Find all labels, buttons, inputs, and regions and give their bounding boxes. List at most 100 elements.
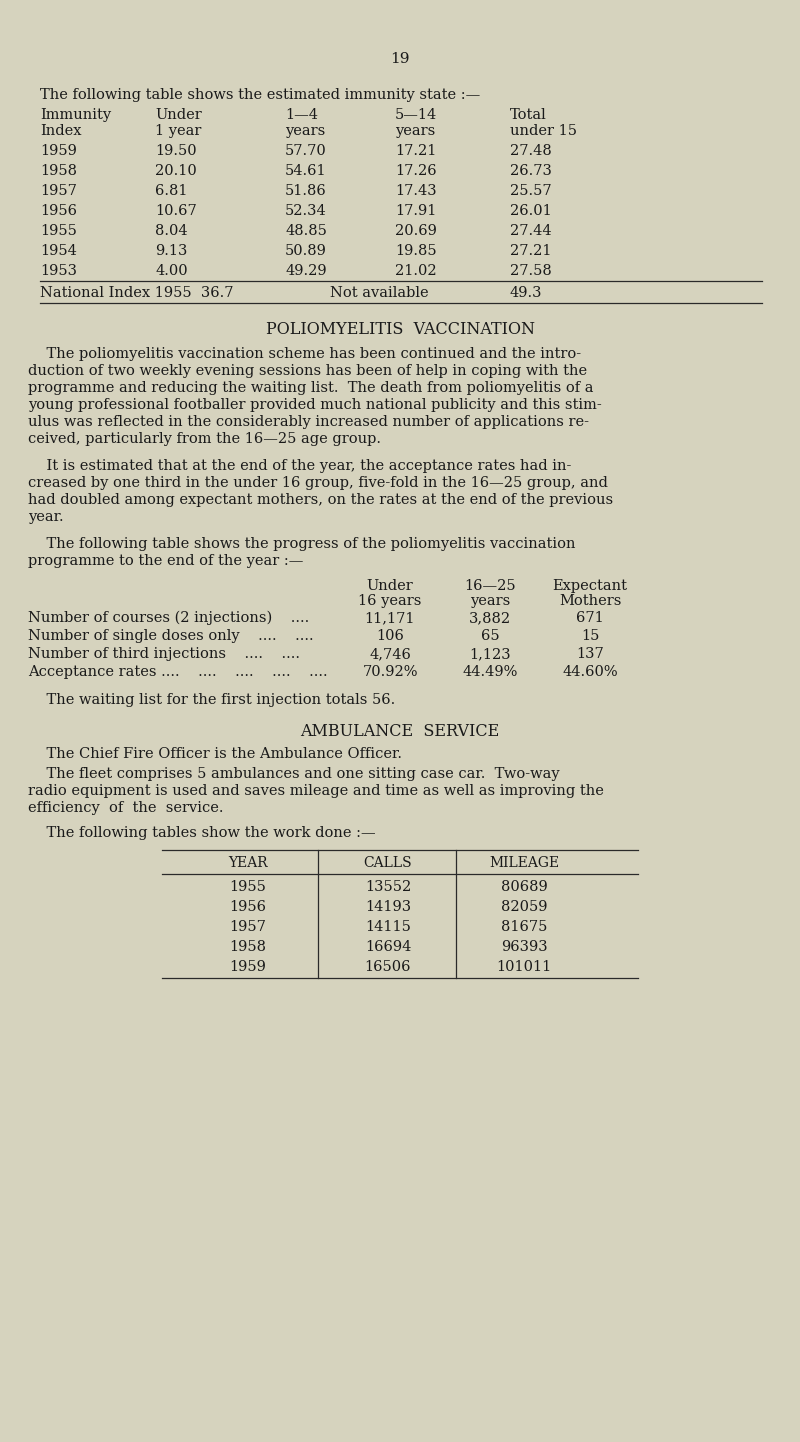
- Text: Not available: Not available: [330, 286, 429, 300]
- Text: efficiency  of  the  service.: efficiency of the service.: [28, 800, 223, 815]
- Text: under 15: under 15: [510, 124, 577, 138]
- Text: The following table shows the estimated immunity state :—: The following table shows the estimated …: [40, 88, 480, 102]
- Text: 57.70: 57.70: [285, 144, 326, 159]
- Text: 6.81: 6.81: [155, 185, 187, 198]
- Text: 1956: 1956: [230, 900, 266, 914]
- Text: 49.29: 49.29: [285, 264, 326, 278]
- Text: 17.91: 17.91: [395, 203, 436, 218]
- Text: young professional footballer provided much national publicity and this stim-: young professional footballer provided m…: [28, 398, 602, 412]
- Text: Acceptance rates ....    ....    ....    ....    ....: Acceptance rates .... .... .... .... ...…: [28, 665, 328, 679]
- Text: 4,746: 4,746: [369, 647, 411, 660]
- Text: 1958: 1958: [40, 164, 77, 177]
- Text: CALLS: CALLS: [364, 857, 412, 870]
- Text: radio equipment is used and saves mileage and time as well as improving the: radio equipment is used and saves mileag…: [28, 784, 604, 797]
- Text: 26.73: 26.73: [510, 164, 552, 177]
- Text: 96393: 96393: [501, 940, 547, 955]
- Text: The poliomyelitis vaccination scheme has been continued and the intro-: The poliomyelitis vaccination scheme has…: [28, 348, 581, 360]
- Text: 27.44: 27.44: [510, 224, 552, 238]
- Text: 80689: 80689: [501, 880, 547, 894]
- Text: programme to the end of the year :—: programme to the end of the year :—: [28, 554, 303, 568]
- Text: 52.34: 52.34: [285, 203, 326, 218]
- Text: AMBULANCE  SERVICE: AMBULANCE SERVICE: [300, 722, 500, 740]
- Text: Expectant: Expectant: [553, 580, 627, 593]
- Text: 54.61: 54.61: [285, 164, 326, 177]
- Text: 44.49%: 44.49%: [462, 665, 518, 679]
- Text: 16506: 16506: [365, 960, 411, 973]
- Text: creased by one third in the under 16 group, five-fold in the 16—25 group, and: creased by one third in the under 16 gro…: [28, 476, 608, 490]
- Text: 14115: 14115: [365, 920, 411, 934]
- Text: 17.43: 17.43: [395, 185, 437, 198]
- Text: YEAR: YEAR: [228, 857, 268, 870]
- Text: 13552: 13552: [365, 880, 411, 894]
- Text: 27.58: 27.58: [510, 264, 552, 278]
- Text: Number of single doses only    ....    ....: Number of single doses only .... ....: [28, 629, 314, 643]
- Text: The fleet comprises 5 ambulances and one sitting case car.  Two-way: The fleet comprises 5 ambulances and one…: [28, 767, 560, 782]
- Text: 16—25: 16—25: [464, 580, 516, 593]
- Text: Immunity: Immunity: [40, 108, 111, 123]
- Text: 8.04: 8.04: [155, 224, 188, 238]
- Text: 17.26: 17.26: [395, 164, 437, 177]
- Text: ceived, particularly from the 16—25 age group.: ceived, particularly from the 16—25 age …: [28, 433, 381, 446]
- Text: 1955: 1955: [40, 224, 77, 238]
- Text: Number of third injections    ....    ....: Number of third injections .... ....: [28, 647, 300, 660]
- Text: 671: 671: [576, 611, 604, 624]
- Text: 15: 15: [581, 629, 599, 643]
- Text: 1958: 1958: [230, 940, 266, 955]
- Text: 19.85: 19.85: [395, 244, 437, 258]
- Text: Total: Total: [510, 108, 546, 123]
- Text: National Index 1955  36.7: National Index 1955 36.7: [40, 286, 234, 300]
- Text: 27.48: 27.48: [510, 144, 552, 159]
- Text: POLIOMYELITIS  VACCINATION: POLIOMYELITIS VACCINATION: [266, 322, 534, 337]
- Text: 27.21: 27.21: [510, 244, 551, 258]
- Text: 5—14: 5—14: [395, 108, 438, 123]
- Text: 1954: 1954: [40, 244, 77, 258]
- Text: 50.89: 50.89: [285, 244, 327, 258]
- Text: 49.3: 49.3: [510, 286, 542, 300]
- Text: 14193: 14193: [365, 900, 411, 914]
- Text: 16 years: 16 years: [358, 594, 422, 609]
- Text: 11,171: 11,171: [365, 611, 415, 624]
- Text: 25.57: 25.57: [510, 185, 552, 198]
- Text: 1959: 1959: [40, 144, 77, 159]
- Text: had doubled among expectant mothers, on the rates at the end of the previous: had doubled among expectant mothers, on …: [28, 493, 613, 508]
- Text: 51.86: 51.86: [285, 185, 326, 198]
- Text: The following table shows the progress of the poliomyelitis vaccination: The following table shows the progress o…: [28, 536, 575, 551]
- Text: 70.92%: 70.92%: [362, 665, 418, 679]
- Text: programme and reducing the waiting list.  The death from poliomyelitis of a: programme and reducing the waiting list.…: [28, 381, 594, 395]
- Text: 81675: 81675: [501, 920, 547, 934]
- Text: 82059: 82059: [501, 900, 547, 914]
- Text: 137: 137: [576, 647, 604, 660]
- Text: 19: 19: [390, 52, 410, 66]
- Text: 106: 106: [376, 629, 404, 643]
- Text: 1956: 1956: [40, 203, 77, 218]
- Text: 1,123: 1,123: [469, 647, 511, 660]
- Text: 1959: 1959: [230, 960, 266, 973]
- Text: 1 year: 1 year: [155, 124, 202, 138]
- Text: 1—4: 1—4: [285, 108, 318, 123]
- Text: 16694: 16694: [365, 940, 411, 955]
- Text: The following tables show the work done :—: The following tables show the work done …: [28, 826, 376, 841]
- Text: Under: Under: [366, 580, 414, 593]
- Text: 1957: 1957: [40, 185, 77, 198]
- Text: 20.69: 20.69: [395, 224, 437, 238]
- Text: 101011: 101011: [496, 960, 552, 973]
- Text: 9.13: 9.13: [155, 244, 187, 258]
- Text: 26.01: 26.01: [510, 203, 552, 218]
- Text: year.: year.: [28, 510, 64, 523]
- Text: The Chief Fire Officer is the Ambulance Officer.: The Chief Fire Officer is the Ambulance …: [28, 747, 402, 761]
- Text: years: years: [285, 124, 326, 138]
- Text: years: years: [395, 124, 435, 138]
- Text: The waiting list for the first injection totals 56.: The waiting list for the first injection…: [28, 694, 395, 707]
- Text: ulus was reflected in the considerably increased number of applications re-: ulus was reflected in the considerably i…: [28, 415, 589, 430]
- Text: 10.67: 10.67: [155, 203, 197, 218]
- Text: 65: 65: [481, 629, 499, 643]
- Text: 1953: 1953: [40, 264, 77, 278]
- Text: years: years: [470, 594, 510, 609]
- Text: duction of two weekly evening sessions has been of help in coping with the: duction of two weekly evening sessions h…: [28, 363, 587, 378]
- Text: It is estimated that at the end of the year, the acceptance rates had in-: It is estimated that at the end of the y…: [28, 459, 571, 473]
- Text: Number of courses (2 injections)    ....: Number of courses (2 injections) ....: [28, 611, 310, 626]
- Text: Under: Under: [155, 108, 202, 123]
- Text: Index: Index: [40, 124, 82, 138]
- Text: 21.02: 21.02: [395, 264, 437, 278]
- Text: 1955: 1955: [230, 880, 266, 894]
